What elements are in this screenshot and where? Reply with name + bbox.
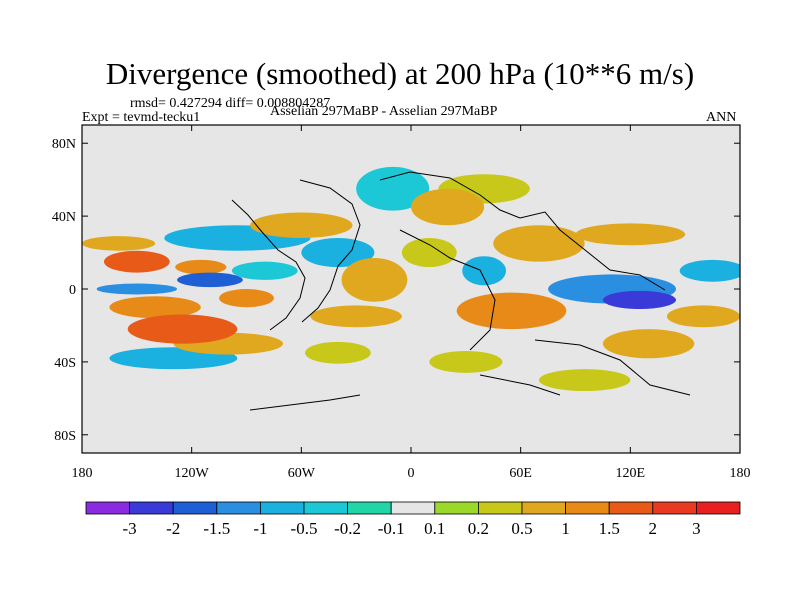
field-blob [356, 166, 430, 211]
x-tick-label: 180 [730, 466, 751, 481]
colorbar-swatch [347, 501, 392, 515]
coastline-eurasia-north [379, 171, 521, 219]
colorbar-label: -0.1 [378, 519, 405, 538]
colorbar-label: -1.5 [203, 519, 230, 538]
colorbar-label: 0.5 [511, 519, 532, 538]
colorbar-swatch [390, 501, 436, 515]
field-blob [429, 350, 503, 373]
colorbar-label: 0.2 [468, 519, 489, 538]
field-blob [109, 296, 201, 319]
colorbar-label: -2 [166, 519, 180, 538]
colorbar-swatch [85, 501, 130, 515]
colorbar-label: 3 [692, 519, 701, 538]
x-tick-label: 60W [288, 466, 316, 481]
field-blob [82, 236, 156, 251]
experiment-label: Expt = tevmd-tecku1 [82, 110, 201, 125]
axes: 180 120W 60W 0 60E 120E 180 80N 40N 0 40S 80S [52, 125, 751, 481]
field-blob [462, 256, 507, 286]
colorbar-swatch [696, 501, 741, 515]
field-blob [304, 341, 371, 364]
y-tick-label: 80S [54, 429, 76, 444]
colorbar-swatch [129, 501, 174, 515]
coastline-americas-east [299, 179, 361, 323]
field-blob [411, 188, 485, 226]
colorbar-swatch [652, 501, 697, 515]
x-tick-label: 120E [616, 466, 646, 481]
divergence-field [82, 166, 740, 392]
field-blob [231, 261, 298, 280]
field-blob [310, 305, 402, 328]
colorbar-label: -3 [123, 519, 137, 538]
field-blob [250, 212, 353, 238]
field-blob [103, 250, 170, 273]
colorbar-swatch [434, 501, 479, 515]
x-tick-label: 60E [509, 466, 532, 481]
colorbar-label: -0.2 [334, 519, 361, 538]
colorbar-swatch [172, 501, 218, 515]
chart-title: Divergence (smoothed) at 200 hPa (10**6 … [105, 56, 695, 91]
colorbar-label: 2 [649, 519, 658, 538]
field-blob [602, 290, 677, 310]
case-label: Asselian 297MaBP - Asselian 297MaBP [270, 104, 498, 119]
colorbar-swatch [259, 501, 305, 515]
y-tick-label: 40N [52, 210, 76, 225]
coastline-americas-west [231, 199, 306, 331]
field-blob [175, 259, 227, 275]
coastline-africa [399, 229, 496, 351]
x-tick-label: 120W [175, 466, 210, 481]
coastline-south [534, 339, 691, 396]
colorbar-label: 0.1 [424, 519, 445, 538]
colorbar-swatch [521, 501, 566, 515]
y-tick-label: 0 [69, 283, 76, 298]
colorbar-swatch [303, 501, 348, 515]
field-blob [493, 225, 585, 262]
field-blob [219, 289, 274, 308]
colorbar-label: -1 [253, 519, 267, 538]
colorbar: -3 -2 -1.5 -1 -0.5 -0.2 -0.1 0.1 0.2 0.5 1 1.5 2 3 [85, 501, 741, 538]
colorbar-label: 1 [561, 519, 570, 538]
y-tick-label: 80N [52, 137, 76, 152]
field-blob [666, 305, 740, 328]
field-blob [177, 272, 243, 288]
field-blob [401, 237, 457, 268]
field-blob [538, 369, 631, 392]
stats-line: rmsd= 0.427294 diff= 0.008804287 [130, 96, 331, 111]
field-blob [456, 292, 567, 330]
colorbar-label: 1.5 [599, 519, 620, 538]
coastline-asia [519, 211, 666, 291]
colorbar-swatch [565, 501, 610, 515]
y-tick-label: 40S [54, 356, 76, 371]
field-blob [96, 283, 178, 295]
field-blob [679, 259, 740, 282]
x-tick-label: 180 [72, 466, 93, 481]
x-tick-label: 0 [408, 466, 415, 481]
colorbar-swatch [608, 501, 654, 515]
field-blob [602, 329, 695, 359]
coastline-antarctica-east [479, 374, 561, 396]
field-blob [341, 258, 408, 302]
field-blob [575, 223, 686, 246]
field-blob [301, 237, 375, 268]
season-label: ANN [706, 110, 737, 125]
colorbar-label: -0.5 [291, 519, 318, 538]
field-blob [127, 314, 238, 344]
coastlines [231, 171, 691, 411]
colorbar-swatch [477, 501, 523, 515]
coastline-antarctica [249, 394, 361, 411]
colorbar-swatch [216, 501, 261, 515]
